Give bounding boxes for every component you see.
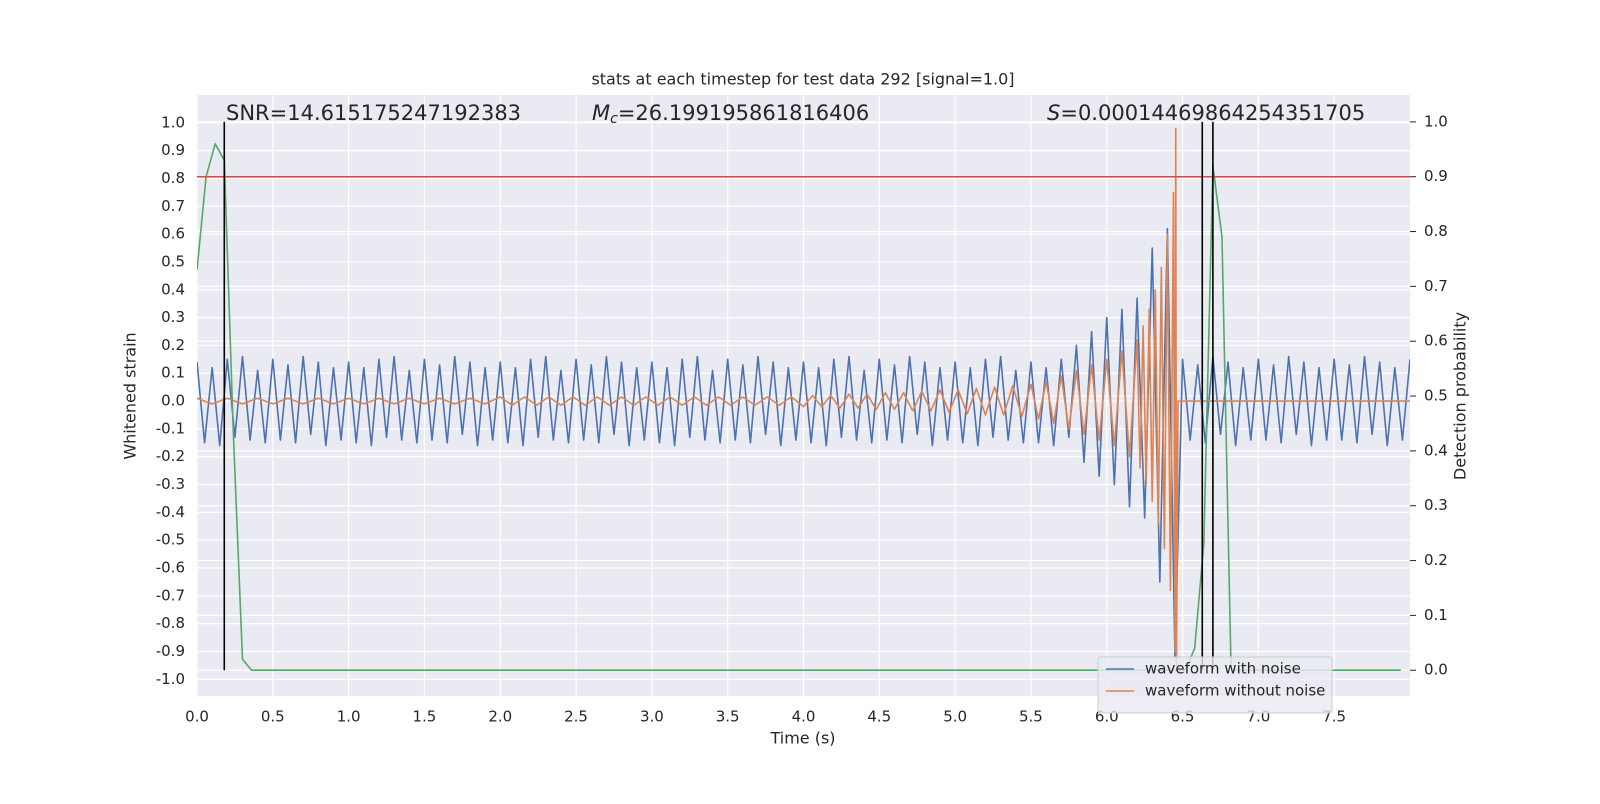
x-tick-label: 3.0 xyxy=(640,708,664,726)
x-tick-label: 1.0 xyxy=(337,708,361,726)
annotation-symbol: S xyxy=(1047,101,1060,125)
legend: waveform with noise waveform without nois… xyxy=(1097,656,1333,714)
legend-box xyxy=(1097,656,1333,714)
y-tick-label: 0.7 xyxy=(161,197,185,215)
series-line xyxy=(197,127,1410,667)
y-tick-label: 0.3 xyxy=(161,308,185,326)
y2-tick-label: 0.8 xyxy=(1424,222,1448,240)
y-tick-label: -0.7 xyxy=(156,586,185,604)
y-tick-label: -0.2 xyxy=(156,447,185,465)
y2-tick-label: 0.6 xyxy=(1424,332,1448,350)
x-tick-label: 1.5 xyxy=(413,708,437,726)
x-tick-label: 0.0 xyxy=(185,708,209,726)
y2-tick-label: 0.2 xyxy=(1424,551,1448,569)
y-tick-label: 1.0 xyxy=(161,113,185,131)
plot-lines xyxy=(197,127,1410,672)
annotation-symbol: M xyxy=(592,101,610,125)
annotation: S=0.00014469864254351705 xyxy=(1047,101,1365,125)
y2-tick-label: 0.3 xyxy=(1424,496,1448,514)
y2-tick-label: 1.0 xyxy=(1424,112,1448,130)
annotation-subscript: c xyxy=(610,111,618,127)
y-tick-label: -0.9 xyxy=(156,642,185,660)
y-tick-label: 0.4 xyxy=(161,280,185,298)
y-tick-label: 0.6 xyxy=(161,225,185,243)
y-tick-label: -0.4 xyxy=(156,503,185,521)
annotation: SNR=14.615175247192383 xyxy=(226,101,521,125)
y-tick-label: -0.5 xyxy=(156,531,185,549)
y2-axis-label: Detection probability xyxy=(1451,312,1470,480)
annotation-text: =26.199195861816406 xyxy=(618,101,869,125)
x-tick-label: 5.0 xyxy=(943,708,967,726)
legend-label: waveform without noise xyxy=(1145,682,1325,700)
y-tick-label: -0.1 xyxy=(156,419,185,437)
y2-tick-label: 0.7 xyxy=(1424,277,1448,295)
y-tick-label: -1.0 xyxy=(156,670,185,688)
x-tick-label: 2.5 xyxy=(564,708,588,726)
annotation-text: =0.00014469864254351705 xyxy=(1060,101,1365,125)
y-tick-label: -0.8 xyxy=(156,614,185,632)
y2-tick-label: 0.9 xyxy=(1424,167,1448,185)
y-tick-label: -0.3 xyxy=(156,475,185,493)
y2-tick-label: 0.5 xyxy=(1424,387,1448,405)
y-tick-label: 0.9 xyxy=(161,141,185,159)
x-tick-label: 5.5 xyxy=(1019,708,1043,726)
y-tick-label: 0.8 xyxy=(161,169,185,187)
chart-title: stats at each timestep for test data 292… xyxy=(591,70,1014,89)
x-tick-label: 4.0 xyxy=(792,708,816,726)
y2-tick-label: 0.4 xyxy=(1424,441,1448,459)
y2-tick-label: 0.1 xyxy=(1424,606,1448,624)
series-line xyxy=(197,227,1410,658)
annotation: Mc=26.199195861816406 xyxy=(592,101,869,127)
y-tick-label: -0.6 xyxy=(156,559,185,577)
y-tick-label: 0.5 xyxy=(161,252,185,270)
y2-tick-label: 0.0 xyxy=(1424,661,1448,679)
x-axis-label: Time (s) xyxy=(769,729,835,748)
y-tick-label: 0.1 xyxy=(161,364,185,382)
y-axis-label: Whitened strain xyxy=(121,332,140,459)
y-tick-label: 0.0 xyxy=(161,392,185,410)
x-tick-label: 4.5 xyxy=(867,708,891,726)
x-tick-label: 3.5 xyxy=(716,708,740,726)
legend-label: waveform with noise xyxy=(1145,660,1301,678)
annotation-text: SNR=14.615175247192383 xyxy=(226,101,521,125)
x-tick-label: 0.5 xyxy=(261,708,285,726)
y-tick-label: 0.2 xyxy=(161,336,185,354)
x-tick-label: 2.0 xyxy=(488,708,512,726)
series-line xyxy=(197,143,1401,672)
